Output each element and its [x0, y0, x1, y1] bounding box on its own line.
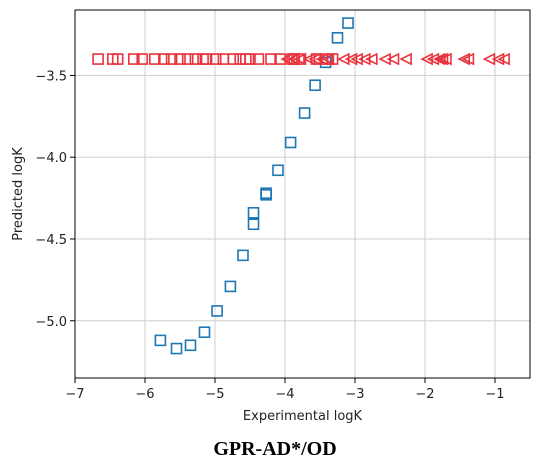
square-marker	[211, 305, 223, 317]
square-marker	[198, 326, 211, 339]
square-marker	[247, 218, 260, 231]
square-marker	[170, 342, 183, 355]
square-marker	[217, 53, 230, 65]
triangle-marker	[308, 52, 321, 66]
x-axis-label: Experimental logK	[243, 409, 363, 424]
square-marker	[309, 79, 321, 92]
square-marker	[331, 32, 344, 44]
triangle-marker	[457, 52, 471, 66]
square-marker	[149, 53, 161, 65]
axis-ticks: −7 −6 −5 −4 −3 −2 −1 −5.0 −4.5 −4.0 −3.5	[35, 69, 504, 402]
x-tick-label: −1	[485, 387, 504, 402]
square-marker	[272, 164, 284, 177]
y-tick-label: −3.5	[35, 69, 67, 84]
square-marker	[200, 53, 213, 65]
triangle-marker	[435, 52, 449, 66]
triangle-marker	[497, 52, 510, 66]
triangle-marker	[365, 52, 378, 66]
triangle-marker	[386, 52, 400, 66]
data-points	[92, 17, 510, 355]
square-marker	[174, 53, 186, 65]
square-marker	[184, 339, 197, 352]
x-tick-label: −7	[65, 387, 84, 402]
square-marker	[227, 53, 239, 65]
square-marker	[274, 53, 286, 65]
triangle-marker	[350, 52, 363, 66]
square-marker	[237, 249, 249, 262]
triangle-marker	[344, 52, 358, 66]
square-marker	[154, 334, 167, 347]
square-marker	[92, 53, 104, 65]
square-marker	[209, 53, 222, 65]
square-marker	[247, 207, 260, 219]
y-tick-label: −4.0	[35, 151, 67, 166]
square-marker	[111, 53, 124, 65]
x-tick-label: −3	[345, 387, 364, 402]
square-marker	[260, 187, 272, 199]
triangle-marker	[399, 52, 412, 66]
triangle-marker	[420, 52, 433, 66]
square-marker	[181, 53, 194, 65]
square-marker	[298, 107, 311, 119]
triangle-marker	[321, 52, 335, 66]
square-marker	[128, 53, 140, 65]
square-marker	[284, 136, 297, 149]
y-axis-label: Predicted logK	[11, 147, 26, 241]
triangle-marker	[432, 52, 446, 66]
square-marker	[136, 53, 148, 65]
square-marker	[265, 53, 277, 65]
triangle-marker	[315, 52, 328, 66]
y-tick-label: −4.5	[35, 233, 67, 248]
square-marker	[342, 17, 354, 29]
square-marker	[252, 53, 265, 65]
triangle-marker	[491, 52, 505, 66]
x-tick-label: −5	[205, 387, 224, 402]
square-marker	[189, 53, 202, 65]
plot-area	[74, 9, 531, 379]
triangle-marker	[287, 52, 300, 66]
x-tick-label: −6	[135, 387, 154, 402]
figure-caption: GPR-AD*/OD	[213, 438, 337, 460]
triangle-marker	[337, 52, 350, 66]
triangle-marker	[439, 52, 452, 66]
grid	[74, 10, 530, 378]
triangle-marker	[358, 52, 371, 66]
square-marker	[224, 280, 237, 293]
triangle-marker	[461, 52, 475, 66]
scatter-chart: −7 −6 −5 −4 −3 −2 −1 −5.0 −4.5 −4.0 −3.5 Experimen…	[11, 9, 531, 424]
y-tick-label: −5.0	[35, 315, 67, 330]
x-tick-label: −2	[415, 387, 434, 402]
square-marker	[244, 53, 256, 65]
triangle-marker	[302, 52, 316, 66]
triangle-marker	[280, 52, 293, 66]
x-tick-label: −4	[275, 387, 294, 402]
square-marker	[158, 53, 170, 65]
square-marker	[165, 53, 178, 65]
